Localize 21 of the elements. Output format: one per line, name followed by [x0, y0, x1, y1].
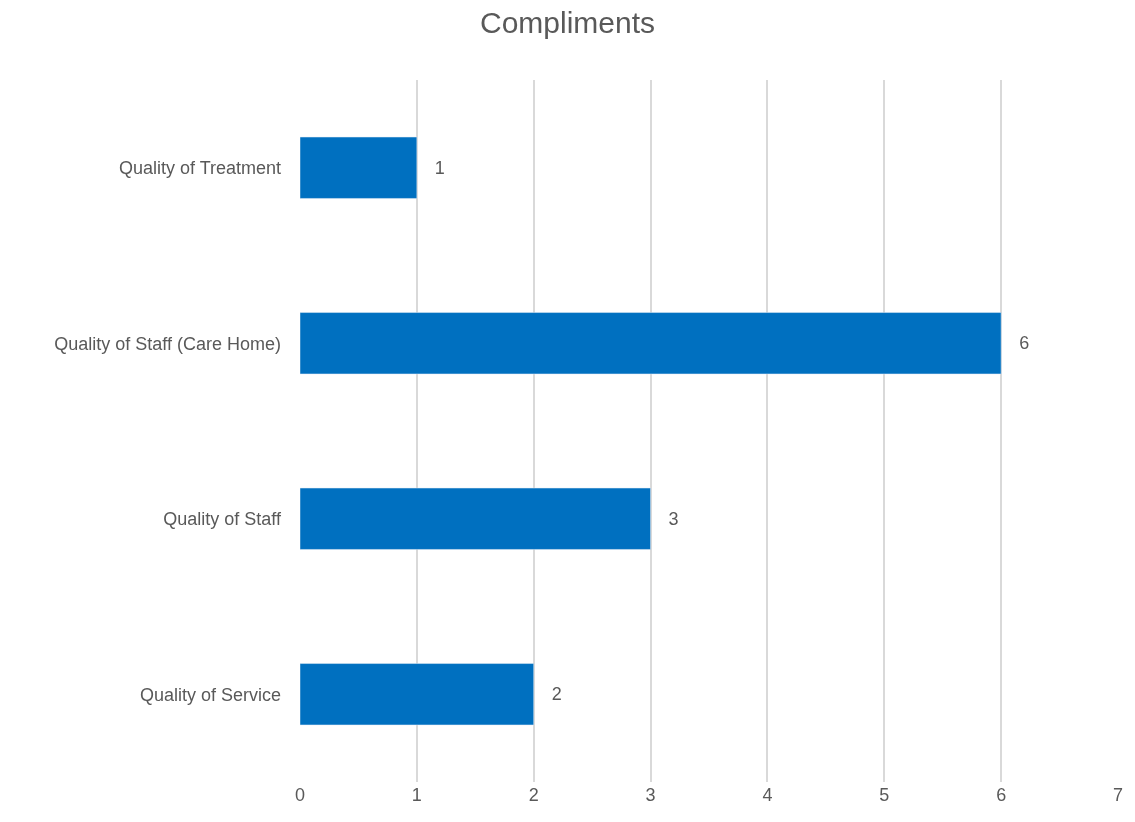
- data-label: 3: [653, 508, 679, 529]
- bar: [300, 663, 534, 726]
- y-tick-label: Quality of Treatment: [118, 158, 281, 179]
- bar: [300, 312, 1002, 375]
- x-tick-label: 2: [528, 785, 539, 805]
- x-tick-label: 3: [645, 785, 656, 805]
- x-tick-label: 0: [294, 785, 306, 805]
- data-label: 1: [419, 157, 445, 178]
- data-label: 2: [536, 684, 562, 705]
- y-tick-label: Quality of Service: [139, 684, 281, 705]
- bar: [300, 136, 418, 199]
- x-tick-label: 6: [996, 785, 1007, 805]
- data-label: 6: [1004, 333, 1030, 354]
- y-tick-label: Quality of Staff (Care Home): [54, 333, 281, 354]
- bar: [300, 487, 651, 550]
- x-tick-label: 7: [1112, 785, 1124, 805]
- x-tick-label: 4: [762, 785, 773, 805]
- x-tick-label: 1: [411, 785, 422, 805]
- chart-title: Compliments: [479, 6, 656, 40]
- y-tick-label: Quality of Staff: [163, 509, 282, 530]
- x-tick-label: 5: [879, 785, 890, 805]
